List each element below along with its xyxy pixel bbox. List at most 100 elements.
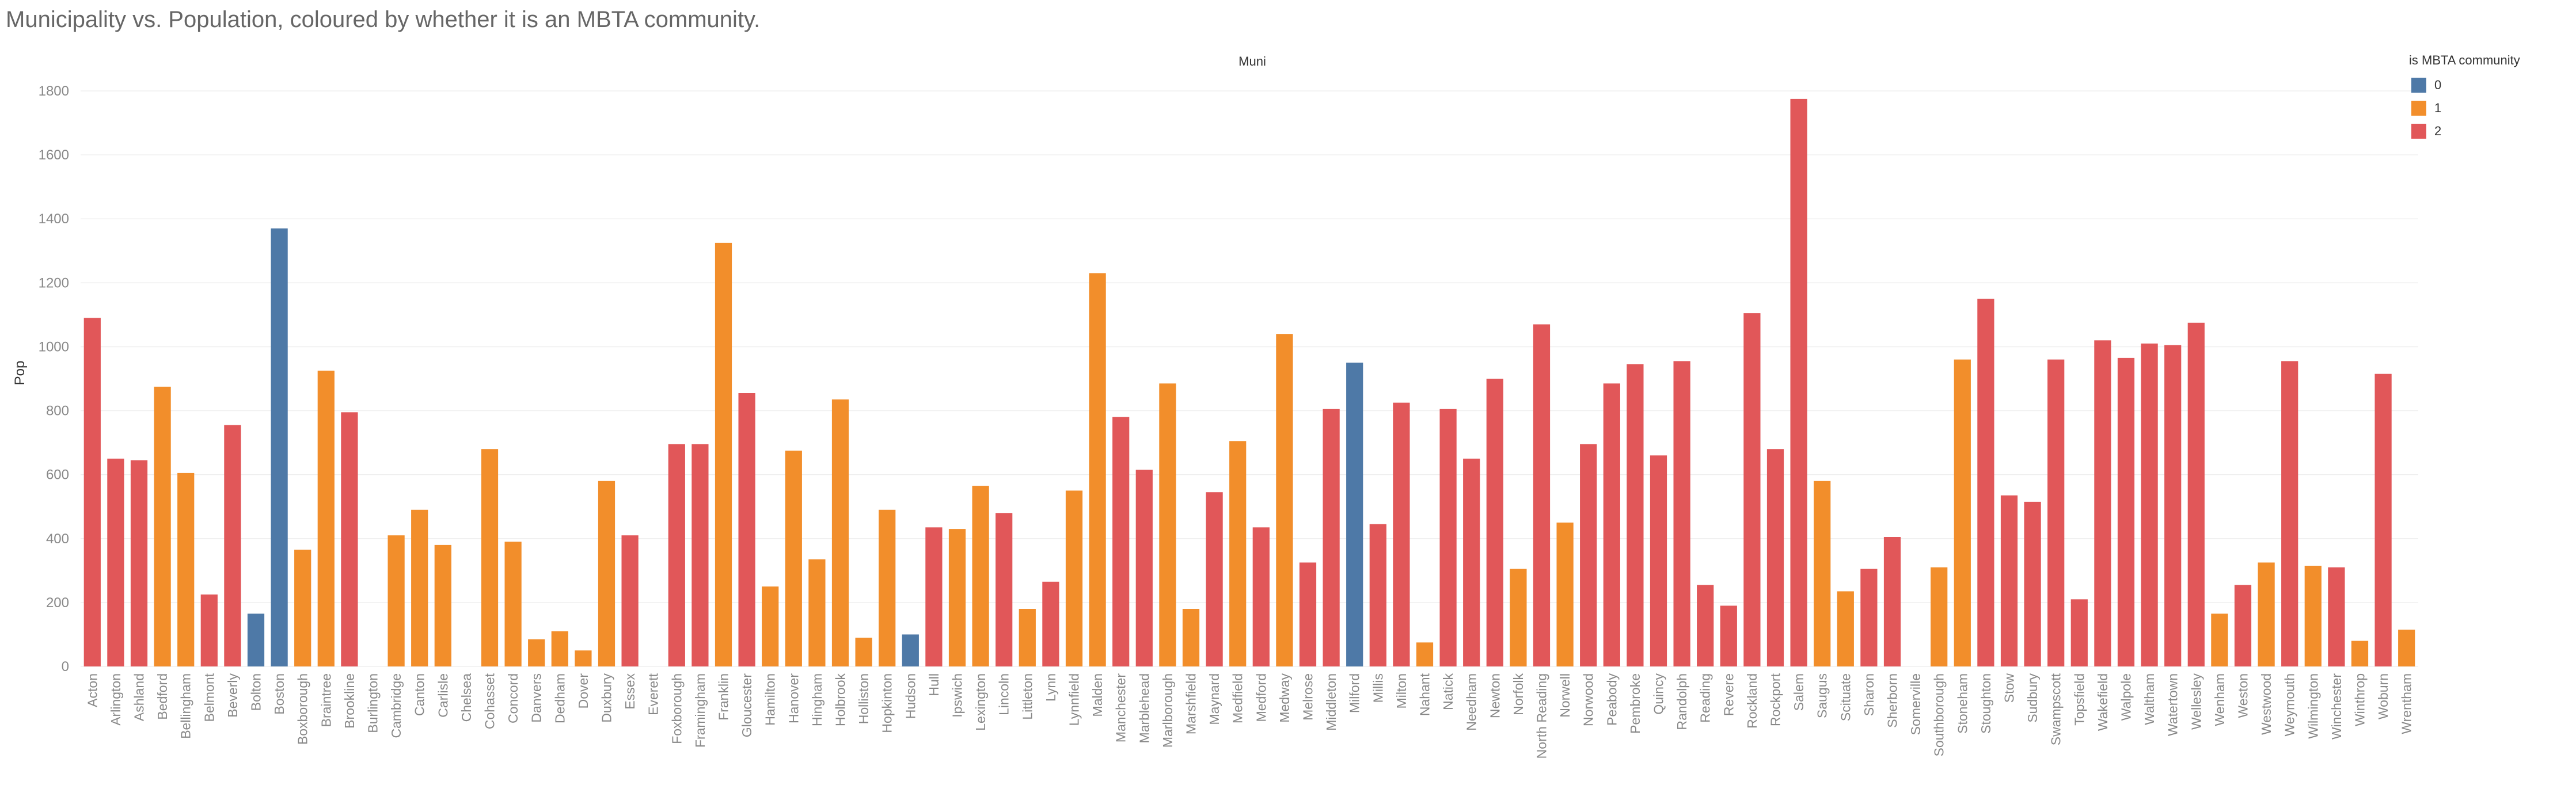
x-tick-label: Danvers [529,673,544,723]
bar-stoneham[interactable] [1954,359,1971,666]
bar-middleton[interactable] [1323,409,1340,666]
bar-sudbury[interactable] [2024,501,2041,666]
bar-medway[interactable] [1276,334,1293,666]
bar-nahant[interactable] [1416,642,1434,666]
bar-pembroke[interactable] [1627,364,1644,666]
bar-maynard[interactable] [1206,492,1223,666]
bar-milford[interactable] [1346,363,1363,666]
bar-quincy[interactable] [1650,455,1667,666]
bar-salem[interactable] [1790,98,1807,666]
bar-scituate[interactable] [1837,591,1854,666]
bar-reading[interactable] [1697,585,1714,666]
bar-saugus[interactable] [1814,481,1831,666]
bar-cohasset[interactable] [481,449,499,666]
bar-winchester[interactable] [2328,567,2345,666]
bar-boxborough[interactable] [294,550,311,666]
bar-malden[interactable] [1089,273,1106,667]
bar-hull[interactable] [925,527,943,666]
bar-ipswich[interactable] [948,529,966,666]
bar-gloucester[interactable] [738,393,755,666]
bar-braintree[interactable] [317,371,335,666]
bar-danvers[interactable] [528,639,545,666]
bar-arlington[interactable] [107,458,124,666]
bar-winthrop[interactable] [2351,641,2369,666]
bar-rockport[interactable] [1766,449,1784,666]
bar-waltham[interactable] [2141,343,2158,666]
bar-canton[interactable] [411,509,428,666]
bar-manchester[interactable] [1112,417,1130,666]
bar-medfield[interactable] [1229,441,1247,666]
bar-randolph[interactable] [1673,361,1690,666]
bar-framingham[interactable] [692,444,709,666]
bar-wellesley[interactable] [2187,322,2205,666]
bar-littleton[interactable] [1019,609,1036,666]
legend-item-1[interactable]: 1 [2409,97,2520,120]
bar-westwood[interactable] [2258,562,2275,666]
bar-bedford[interactable] [154,386,171,666]
bar-brookline[interactable] [341,412,358,666]
bar-norwood[interactable] [1580,444,1597,666]
bar-lynnfield[interactable] [1065,490,1083,666]
bar-stoughton[interactable] [1977,299,1994,666]
legend-item-0[interactable]: 0 [2409,74,2520,97]
bar-wakefield[interactable] [2094,340,2111,666]
bar-norwell[interactable] [1556,523,1574,666]
bar-foxborough[interactable] [668,444,685,666]
bar-hudson[interactable] [902,634,919,666]
bar-belmont[interactable] [200,595,218,666]
bar-cambridge[interactable] [387,535,405,666]
bar-concord[interactable] [504,542,522,666]
bar-stow[interactable] [2000,495,2018,666]
bar-marlborough[interactable] [1159,383,1176,666]
bar-hamilton[interactable] [762,586,779,666]
bar-rockland[interactable] [1743,313,1761,666]
bar-dedham[interactable] [551,631,568,666]
bar-bellingham[interactable] [177,472,195,666]
bar-sharon[interactable] [1860,569,1878,666]
bar-woburn[interactable] [2374,374,2392,666]
bar-boston[interactable] [271,228,288,666]
bar-walpole[interactable] [2117,357,2135,666]
bar-marblehead[interactable] [1135,470,1153,666]
bar-topsfield[interactable] [2070,599,2088,666]
bar-milton[interactable] [1393,402,1410,666]
bar-lincoln[interactable] [996,513,1013,666]
bar-lexington[interactable] [972,486,989,666]
bar-ashland[interactable] [130,460,148,666]
bar-holbrook[interactable] [831,399,849,666]
bar-revere[interactable] [1720,605,1737,666]
bar-sherborn[interactable] [1883,537,1901,666]
legend-item-2[interactable]: 2 [2409,120,2520,143]
bar-peabody[interactable] [1603,383,1620,666]
bar-hopkinton[interactable] [879,509,896,666]
bar-north-reading[interactable] [1533,324,1551,666]
bar-wrentham[interactable] [2398,630,2415,666]
bar-franklin[interactable] [715,242,732,666]
bar-millis[interactable] [1369,524,1386,666]
bar-essex[interactable] [621,535,639,666]
bar-weymouth[interactable] [2281,361,2298,666]
bar-carlisle[interactable] [434,544,451,666]
bar-hanover[interactable] [785,451,802,666]
bar-medford[interactable] [1252,527,1270,666]
bar-needham[interactable] [1463,458,1480,666]
bar-duxbury[interactable] [598,481,615,666]
bar-swampscott[interactable] [2047,359,2065,666]
bar-holliston[interactable] [855,638,872,666]
bar-weston[interactable] [2234,585,2252,666]
bar-wilmington[interactable] [2304,566,2322,666]
bar-watertown[interactable] [2164,345,2182,666]
bar-dover[interactable] [575,650,592,666]
bar-hingham[interactable] [808,559,826,666]
bar-acton[interactable] [83,318,101,666]
bar-lynn[interactable] [1042,581,1059,666]
bar-natick[interactable] [1439,409,1457,666]
bar-wenham[interactable] [2211,613,2228,666]
bar-norfolk[interactable] [1510,569,1527,666]
bar-beverly[interactable] [224,425,241,666]
bar-newton[interactable] [1486,379,1503,666]
bar-southborough[interactable] [1931,567,1948,666]
bar-marshfield[interactable] [1182,609,1200,666]
bar-bolton[interactable] [247,613,265,666]
bar-melrose[interactable] [1299,562,1317,666]
